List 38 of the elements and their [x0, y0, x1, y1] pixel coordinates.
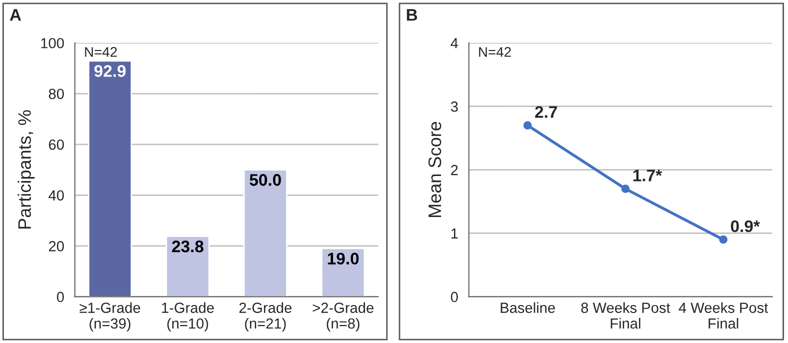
y-tick-label: 0: [450, 292, 458, 302]
y-tick-label: 20: [48, 241, 64, 252]
y-tick-label: 0: [56, 292, 64, 302]
annotation: N=42: [85, 47, 117, 57]
y-tick-label: 2: [451, 164, 458, 176]
text: 2.7: [535, 106, 557, 118]
data-label: 50.0: [250, 174, 281, 186]
data-label: 19.0: [328, 252, 359, 265]
y-tick-label: 100: [41, 38, 64, 48]
y-tick-label: 1: [451, 228, 458, 239]
y-tick-label: 40: [48, 190, 64, 201]
point: [523, 121, 532, 130]
point: [719, 235, 728, 244]
x-tick-label: >2-Grade (n=8): [312, 302, 374, 332]
x-tick-label: 1-Grade (n=10): [162, 302, 214, 332]
point: [621, 184, 630, 193]
y-tick-label: 4: [450, 38, 458, 48]
y-tick-label: 60: [48, 140, 64, 150]
bar: [321, 248, 366, 297]
annotation: N=42: [479, 47, 511, 57]
x-tick-label: ≥1-Grade (n=39): [80, 302, 140, 332]
data-label: 92.9: [94, 65, 126, 77]
y-tick-label: 3: [450, 101, 458, 112]
data-label: 23.8: [172, 240, 204, 252]
chart-title: B: [406, 9, 418, 21]
x-tick-label: 2-Grade (n=21): [239, 302, 292, 332]
text: 1.7*: [633, 170, 662, 182]
bar: [166, 236, 210, 297]
y-tick-label: 80: [48, 88, 64, 100]
text: 0.9*: [730, 220, 760, 232]
y-axis-title: Mean Score: [428, 122, 442, 217]
x-tick-label: 8 Weeks Post Final: [581, 302, 670, 329]
x-tick-label: 4 Weeks Post Final: [678, 302, 768, 329]
bar: [88, 60, 132, 297]
x-tick-label: Baseline: [500, 302, 555, 313]
bar: [243, 169, 288, 297]
chart-title: A: [10, 9, 22, 21]
y-axis-title: Participants, %: [18, 110, 35, 229]
